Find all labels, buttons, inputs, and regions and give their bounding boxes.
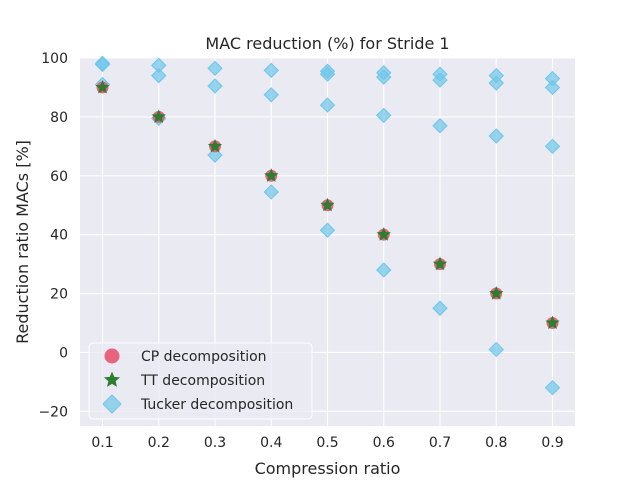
- x-tick-label: 0.8: [485, 435, 507, 451]
- x-tick-label: 0.4: [260, 435, 282, 451]
- diamond-point: [207, 60, 223, 77]
- diamond-point: [432, 300, 448, 316]
- diamond-point: [151, 67, 167, 84]
- star-point: [489, 286, 504, 300]
- star-point: [151, 109, 166, 123]
- diamond-point: [263, 87, 279, 103]
- y-axis-label: Reduction ratio MACs [%]: [13, 140, 32, 344]
- x-tick-label: 0.3: [204, 435, 226, 451]
- star-point: [432, 256, 448, 271]
- legend-star-marker: [103, 371, 121, 387]
- y-tick-label: 20: [50, 287, 68, 303]
- star-point: [376, 227, 391, 241]
- tick-labels: 0.1 0.2 0.3 0.4 0.5 0.6 0.7 0.8 0.9 −20 0 20 40 60 80 1…: [38, 51, 563, 451]
- y-tick-label: 40: [50, 228, 68, 244]
- star-point: [320, 197, 335, 212]
- diamond-point: [488, 128, 504, 144]
- diamond-point: [432, 72, 448, 88]
- series-star: [95, 79, 560, 330]
- diamond-point: [432, 118, 448, 134]
- diamond-point: [544, 79, 561, 96]
- data-marks: [94, 55, 561, 396]
- legend-box: [88, 342, 313, 420]
- x-tick-label: 0.1: [91, 435, 113, 451]
- x-tick-label: 0.6: [373, 435, 395, 451]
- series-diamond: [94, 55, 561, 396]
- diamond-point: [376, 107, 392, 124]
- x-tick-label: 0.7: [429, 435, 451, 451]
- diamond-point: [488, 75, 504, 91]
- star-point: [95, 79, 110, 94]
- star-point: [545, 315, 560, 330]
- legend: CP decomposition TT decomposition Tucker d…: [88, 342, 313, 420]
- diamond-point: [263, 184, 279, 200]
- legend-circle-marker: [104, 348, 120, 364]
- y-tick-label: 0: [59, 345, 68, 361]
- y-tick-label: 60: [50, 169, 68, 185]
- x-axis-label: Compression ratio: [255, 459, 401, 478]
- chart-title: MAC reduction (%) for Stride 1: [205, 34, 449, 53]
- star-point: [207, 138, 223, 153]
- y-tick-label: 80: [50, 110, 68, 126]
- diamond-point: [263, 62, 279, 79]
- diamond-point: [319, 66, 336, 82]
- x-tick-label: 0.9: [541, 435, 563, 451]
- x-tick-label: 0.5: [316, 435, 338, 451]
- diamond-point: [207, 78, 223, 94]
- diamond-point: [319, 222, 336, 238]
- diamond-point: [488, 341, 504, 358]
- legend-label: TT decomposition: [140, 373, 265, 389]
- star-point: [264, 168, 279, 182]
- legend-diamond-marker: [102, 394, 122, 414]
- diamond-point: [376, 69, 392, 85]
- diamond-point: [544, 138, 561, 155]
- diamond-point: [319, 97, 336, 113]
- y-tick-label: −20: [38, 404, 68, 420]
- legend-label: CP decomposition: [141, 349, 267, 365]
- y-tick-label: 100: [41, 51, 68, 67]
- legend-label: Tucker decomposition: [140, 397, 293, 413]
- x-tick-label: 0.2: [148, 435, 170, 451]
- diamond-point: [544, 380, 561, 396]
- diamond-point: [376, 262, 392, 278]
- diamond-point: [94, 56, 111, 73]
